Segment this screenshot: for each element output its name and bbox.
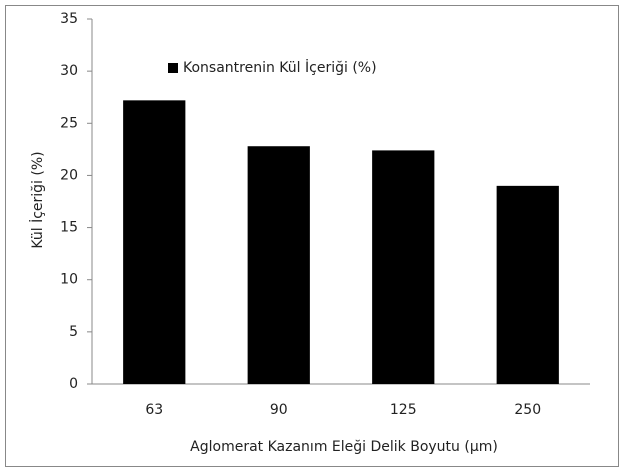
y-tick-label: 10 [60, 272, 78, 288]
x-tick-label: 90 [270, 402, 288, 418]
bar [123, 100, 186, 384]
y-tick-label: 25 [60, 115, 78, 131]
x-axis-title: Aglomerat Kazanım Eleği Delik Boyutu (µm… [190, 439, 498, 455]
y-tick-label: 20 [60, 167, 78, 183]
y-tick-label: 5 [69, 324, 78, 340]
y-axis-title: Kül İçeriği (%) [28, 151, 46, 248]
legend-swatch [168, 63, 178, 73]
legend-label: Konsantrenin Kül İçeriği (%) [183, 58, 377, 76]
bar [496, 185, 559, 384]
x-tick-label: 250 [514, 402, 541, 418]
y-tick-label: 0 [69, 376, 78, 392]
x-tick-label: 63 [145, 402, 163, 418]
y-tick-label: 35 [60, 11, 78, 27]
bar [372, 150, 435, 384]
y-tick-label: 15 [60, 220, 78, 236]
bar [247, 146, 310, 384]
x-tick-label: 125 [390, 402, 417, 418]
y-tick-label: 30 [60, 63, 78, 79]
